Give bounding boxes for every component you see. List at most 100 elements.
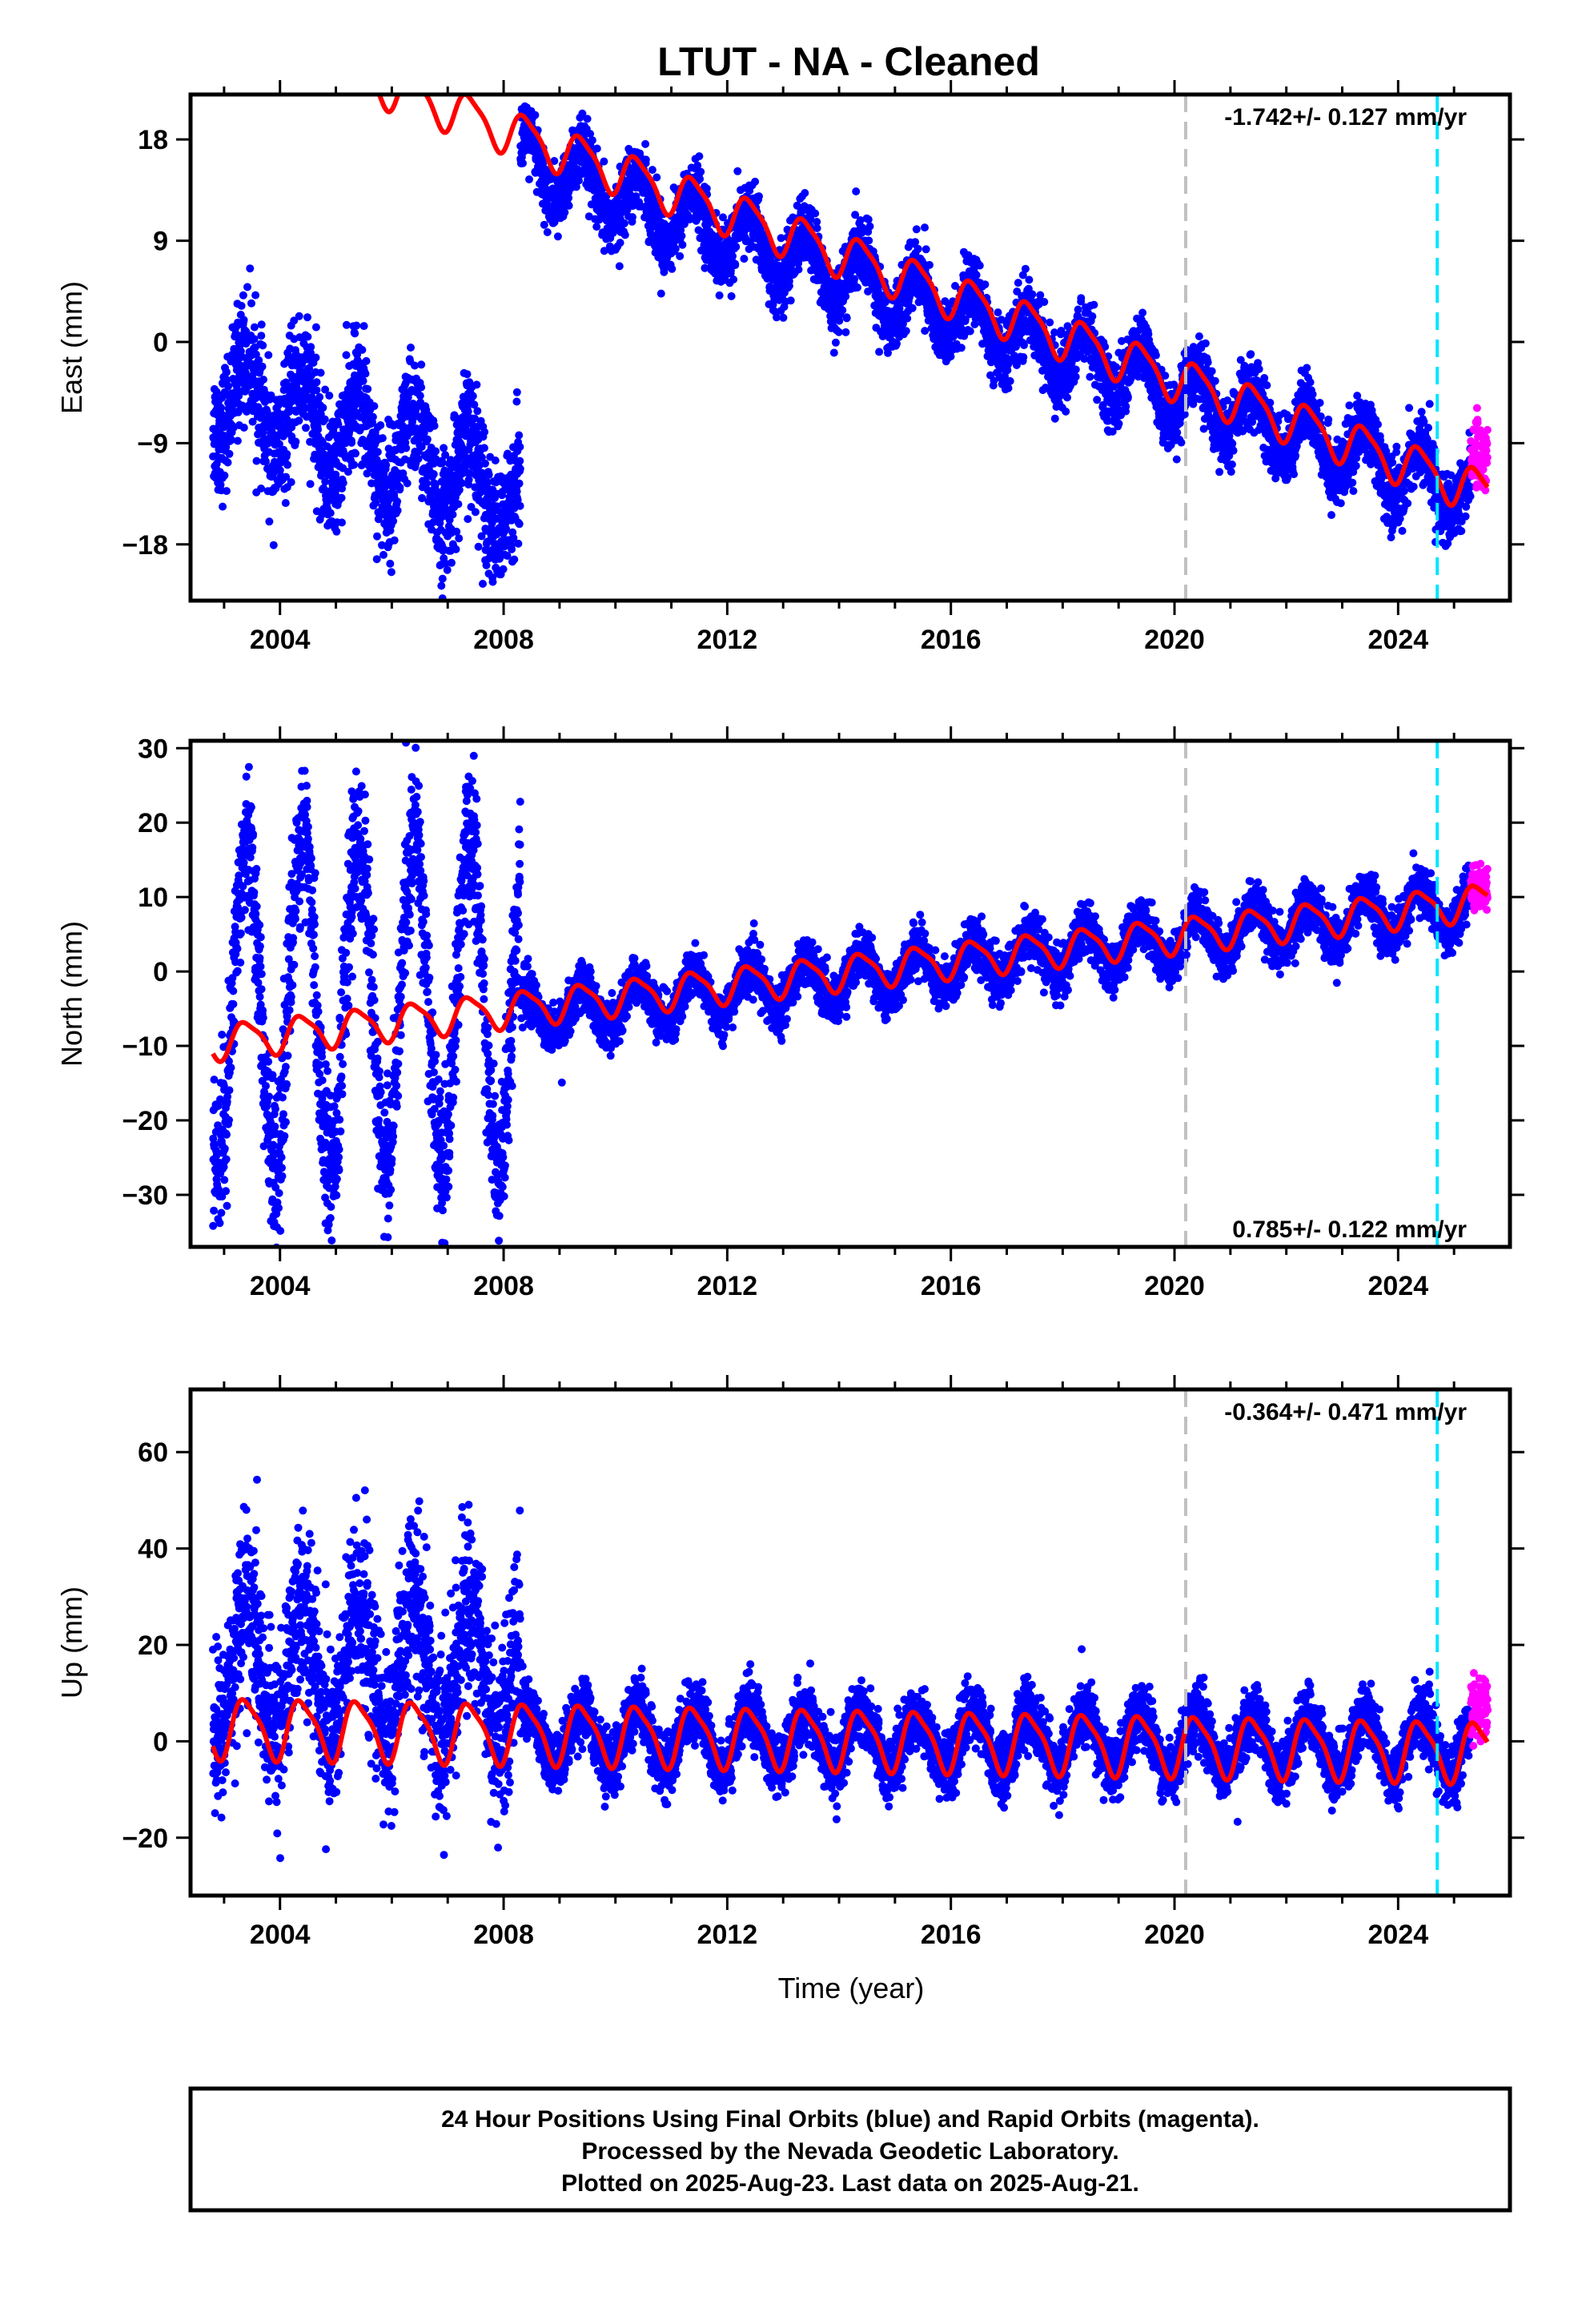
final-orbit-point (921, 245, 930, 254)
final-orbit-point (314, 425, 323, 434)
final-orbit-point (255, 405, 263, 414)
final-orbit-point (519, 159, 527, 167)
final-orbit-point (378, 434, 387, 443)
final-orbit-point (966, 327, 974, 336)
final-orbit-point (315, 392, 324, 401)
final-orbit-point (695, 152, 704, 161)
final-orbit-point (353, 350, 362, 359)
final-orbit-point (1122, 402, 1130, 411)
final-orbit-point (390, 536, 399, 545)
final-orbit-point (267, 427, 276, 436)
final-orbit-point (678, 240, 687, 249)
final-orbit-point (376, 421, 385, 429)
final-orbit-point (1138, 308, 1147, 317)
final-orbit-point (241, 368, 250, 376)
final-orbit-point (320, 415, 329, 424)
final-orbit-point (362, 356, 371, 365)
final-orbit-point (225, 449, 234, 458)
final-orbit-point (338, 518, 346, 527)
final-orbit-point (224, 382, 233, 391)
final-orbit-point (620, 231, 629, 239)
final-orbit-point (283, 450, 291, 458)
final-orbit-point (1086, 372, 1094, 381)
final-orbit-point (838, 306, 847, 315)
final-orbit-point (1112, 363, 1120, 372)
final-orbit-point (255, 356, 263, 364)
final-orbit-point (238, 401, 247, 410)
final-orbit-point (312, 386, 321, 395)
final-orbit-point (1006, 376, 1014, 385)
final-orbit-point (481, 459, 489, 468)
final-orbit-point (641, 155, 650, 164)
final-orbit-point (363, 384, 372, 393)
final-orbit-point (474, 542, 483, 551)
final-orbit-point (1040, 298, 1049, 306)
final-orbit-point (407, 344, 415, 352)
final-orbit-point (1028, 290, 1037, 299)
final-orbit-point (464, 515, 472, 524)
final-orbit-point (282, 378, 291, 387)
final-orbit-point (319, 404, 327, 412)
final-orbit-point (615, 262, 624, 271)
final-orbit-point (668, 264, 677, 273)
final-orbit-point (223, 487, 231, 496)
final-orbit-point (432, 447, 440, 456)
final-orbit-point (468, 392, 477, 400)
final-orbit-point (522, 85, 530, 93)
final-orbit-point (371, 498, 380, 507)
final-orbit-point (430, 421, 439, 430)
final-orbit-point (733, 167, 742, 175)
final-orbit-point (510, 555, 519, 564)
final-orbit-point (358, 345, 367, 354)
final-orbit-point (361, 369, 370, 378)
final-orbit-point (731, 261, 740, 269)
final-orbit-point (306, 480, 315, 489)
final-orbit-point (1014, 279, 1022, 287)
final-orbit-point (875, 348, 884, 356)
final-orbit-point (972, 271, 981, 279)
final-orbit-point (1046, 318, 1054, 327)
final-orbit-point (423, 479, 432, 488)
final-orbit-point (342, 320, 351, 329)
final-orbit-point (363, 469, 371, 478)
final-orbit-point (564, 201, 573, 210)
final-orbit-point (243, 283, 251, 292)
final-orbit-point (912, 225, 921, 234)
final-orbit-point (512, 388, 521, 396)
final-orbit-point (332, 527, 341, 536)
final-orbit-point (403, 479, 412, 488)
final-orbit-point (316, 368, 325, 377)
final-orbit-point (239, 424, 248, 432)
final-orbit-point (779, 313, 788, 322)
final-orbit-point (1114, 420, 1123, 428)
final-orbit-point (628, 213, 636, 222)
final-orbit-point (455, 485, 464, 494)
final-orbit-point (259, 341, 267, 350)
final-orbit-point (262, 457, 270, 466)
final-orbit-point (516, 443, 524, 451)
final-orbit-point (480, 428, 489, 436)
final-orbit-point (865, 222, 874, 231)
final-orbit-point (448, 558, 456, 567)
final-orbit-point (1062, 407, 1070, 416)
final-orbit-point (382, 460, 391, 469)
final-orbit-point (656, 289, 665, 298)
final-orbit-point (337, 493, 346, 502)
final-orbit-point (811, 209, 820, 218)
final-orbit-point (1077, 294, 1086, 303)
final-orbit-point (239, 316, 248, 324)
final-orbit-point (373, 532, 381, 541)
final-orbit-point (994, 308, 1002, 317)
final-orbit-point (516, 464, 524, 473)
final-orbit-point (515, 431, 524, 440)
final-orbit-point (842, 314, 851, 323)
final-orbit-point (287, 478, 295, 487)
final-orbit-point (325, 392, 334, 400)
final-orbit-point (343, 468, 352, 476)
final-orbit-point (252, 456, 261, 465)
final-orbit-point (331, 470, 340, 479)
final-orbit-point (257, 332, 266, 340)
final-orbit-point (1123, 392, 1132, 401)
final-orbit-point (901, 327, 910, 336)
